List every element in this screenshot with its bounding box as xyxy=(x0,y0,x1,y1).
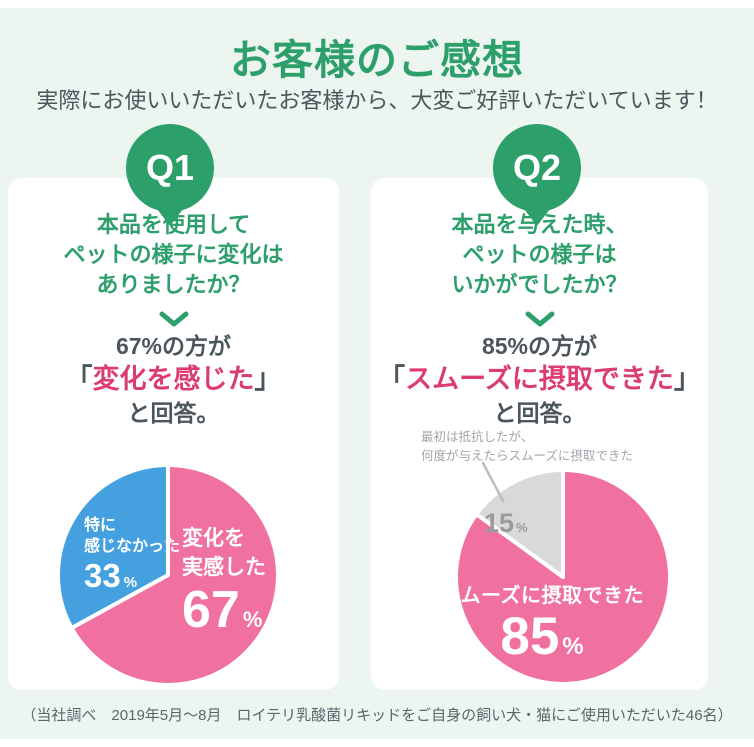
page-subtitle: 実際にお使いいただいたお客様から、大変ご好評いただいています！ xyxy=(36,88,718,113)
slice-value: 85 xyxy=(500,607,560,666)
close-bracket: 」 xyxy=(673,364,701,394)
q2-question-line: ペットの様子は xyxy=(462,242,617,267)
slice-label-text: 変化を xyxy=(182,527,245,550)
q1-badge-label: Q1 xyxy=(145,147,195,188)
q1-answer: 67%の方が 「変化を感じた」 と回答。 xyxy=(8,331,339,428)
percent-sign: % xyxy=(242,607,263,632)
pie2-annotation: 最初は抵抗したが、 何度が与えたらスムーズに摂取できた xyxy=(421,428,633,467)
q1-question-line: ありましたか？ xyxy=(96,272,251,297)
q2-answer-suffix: と回答。 xyxy=(493,400,586,426)
q2-badge-label: Q2 xyxy=(512,147,562,188)
annotation-line: 何度が与えたらスムーズに摂取できた xyxy=(421,449,633,464)
q2-answer-highlight-line: 「スムーズに摂取できた」 xyxy=(371,361,708,398)
open-bracket: 「 xyxy=(378,364,406,394)
q1-question-line: ペットの様子に変化は xyxy=(63,242,284,267)
slice-label-text: 特に xyxy=(84,517,117,534)
chevron-down-icon xyxy=(159,311,188,327)
annotation-line: 最初は抵抗したが、 xyxy=(421,430,534,444)
pie-slice-change-felt xyxy=(69,465,278,685)
q2-question-line: いかがでしたか？ xyxy=(451,272,628,297)
q1-badge: Q1 xyxy=(126,124,214,226)
q1-answer-suffix: と回答。 xyxy=(127,400,220,426)
slice-percentage: 67% xyxy=(182,584,266,636)
q1-answer-highlight: 変化を感じた xyxy=(92,364,255,394)
q1-badge-tail xyxy=(157,209,183,226)
q2-answer-prefix: 85%の方が xyxy=(481,333,598,359)
slice-value: 33 xyxy=(84,557,121,594)
close-bracket: 」 xyxy=(254,364,282,394)
percent-sign: % xyxy=(123,574,138,591)
q2-card: 本品を与えた時、 ペットの様子は いかがでしたか？ 85%の方が 「スムーズに摂… xyxy=(371,178,708,690)
survey-source-note: （当社調べ 2019年5月～8月 ロイテリ乳酸菌リキッドをご自身の飼い犬・猫にご… xyxy=(21,707,733,724)
q2-answer: 85%の方が 「スムーズに摂取できた」 と回答。 xyxy=(371,331,708,428)
pie1-secondary-slice-label: 特に 感じなかった 33% xyxy=(84,515,180,594)
q2-badge: Q2 xyxy=(493,124,581,226)
slice-label-text: スムーズに摂取できた xyxy=(440,585,644,607)
slice-percentage: 33% xyxy=(84,557,180,594)
pie2-main-slice-label: スムーズに摂取できた 85% xyxy=(440,583,644,665)
slice-value: 15 xyxy=(484,508,515,538)
slice-percentage: 85% xyxy=(440,609,644,665)
pie-slice-smooth-intake xyxy=(456,470,670,684)
percent-sign: % xyxy=(562,633,584,660)
percent-sign: % xyxy=(516,520,528,535)
q1-card: 本品を使用して ペットの様子に変化は ありましたか？ 67%の方が 「変化を感じ… xyxy=(8,178,339,690)
open-bracket: 「 xyxy=(65,364,93,394)
q2-badge-tail xyxy=(524,209,550,226)
page-title: お客様のご感想 xyxy=(230,37,524,83)
slice-label-text: 実感した xyxy=(182,556,266,579)
pie-slice-no-change xyxy=(58,465,170,630)
q1-answer-highlight-line: 「変化を感じた」 xyxy=(8,361,339,398)
slice-value: 67 xyxy=(182,581,240,639)
pie2-secondary-slice-label: 15% xyxy=(484,508,528,539)
chevron-down-icon xyxy=(525,311,554,327)
q1-answer-prefix: 67%の方が xyxy=(115,333,232,359)
pie-chart-q1 xyxy=(58,465,278,685)
pie1-main-slice-label: 変化を 実感した 67% xyxy=(182,524,266,636)
slice-label-text: 感じなかった xyxy=(84,538,181,555)
q2-answer-highlight: スムーズに摂取できた xyxy=(405,364,674,394)
